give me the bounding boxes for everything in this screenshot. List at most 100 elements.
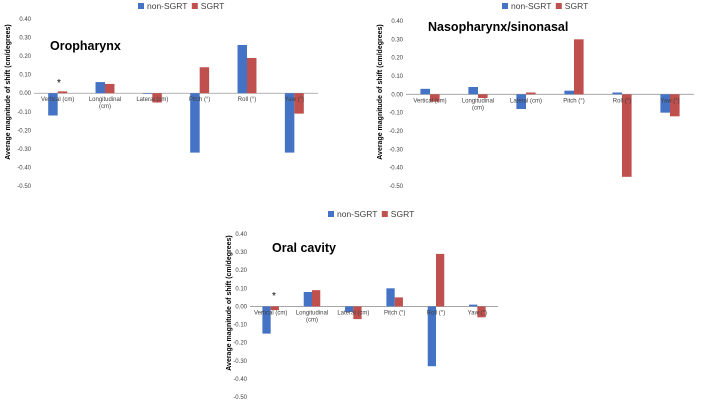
y-tick-label: -0.40 [389,166,403,172]
legend-label: SGRT [391,209,414,219]
legend-label: non-SGRT [511,1,551,11]
bar-non-sgrt [427,306,436,367]
y-tick-label: 0.30 [235,250,247,256]
y-tick-label: 0.40 [19,17,31,23]
category-label: Vertical (cm) [41,97,74,103]
bar-sgrt [270,306,279,311]
bar-non-sgrt [345,306,354,312]
legend-swatch-sgrt [191,3,198,9]
category-label: Lateral (cm) [510,98,542,104]
bar-non-sgrt [612,92,622,95]
y-tick-label: -0.40 [233,377,247,383]
category-label: Pitch (°) [563,98,584,104]
y-tick-label: 0.30 [391,37,403,43]
bar-non-sgrt [420,88,430,95]
category-label: Roll (°) [427,310,445,316]
bar-non-sgrt [468,87,478,95]
bar-sgrt [57,91,68,94]
legend-swatch-non-sgrt [138,3,144,9]
y-tick-label: -0.10 [17,110,31,116]
bar-non-sgrt [386,288,395,307]
y-tick-label: -0.30 [233,359,247,365]
category-label: Yaw (°) [468,310,487,316]
category-label: Longitudinal (cm) [89,97,121,110]
legend-label: SGRT [201,1,224,11]
bar-non-sgrt [660,94,670,113]
y-tick-label: 0.20 [235,268,247,274]
significance-asterisk: * [57,78,61,89]
legend-swatch-non-sgrt [328,211,334,217]
significance-asterisk: * [272,291,276,302]
category-label: Roll (°) [613,98,631,104]
legend-label: non-SGRT [147,1,187,11]
category-label: Vertical (cm) [413,98,446,104]
legend-swatch-sgrt [555,3,562,9]
bar-sgrt [294,93,304,114]
bar-sgrt [430,94,440,102]
bar-sgrt [670,94,680,117]
y-tick-label: 0.10 [19,73,31,79]
y-tick-label: -0.30 [389,147,403,153]
y-tick-label: -0.50 [17,184,31,190]
bar-non-sgrt [303,291,312,307]
y-tick-label: 0.10 [235,286,247,292]
bar-non-sgrt [469,304,478,307]
y-tick-label: 0.00 [19,91,31,97]
bar-sgrt [477,306,486,318]
category-label: Lateral (cm) [337,310,369,316]
y-tick-label: 0.20 [19,54,31,60]
y-tick-label: -0.20 [389,129,403,135]
category-label: Vertical (cm) [254,310,287,316]
y-tick-label: -0.20 [233,341,247,347]
bar-non-sgrt [48,93,58,116]
bar-non-sgrt [564,90,574,95]
bar-sgrt [622,94,632,177]
y-axis-label: Average magnitude of shift (cm/degrees) [226,235,233,371]
bar-sgrt [152,93,162,103]
y-tick-label: 0.20 [391,56,403,62]
legend-swatch-non-sgrt [502,3,508,9]
bar-sgrt [199,67,210,94]
chart-title: Oropharynx [50,39,121,53]
legend-swatch-sgrt [381,211,388,217]
bar-sgrt [478,94,488,98]
chart-oropharynx: non-SGRT SGRT Average magnitude of shift … [5,1,318,190]
y-tick-label: -0.50 [389,184,403,190]
bar-sgrt [394,297,403,307]
category-label: Yaw (°) [660,98,679,104]
bar-non-sgrt [142,93,153,94]
y-tick-label: -0.40 [17,165,31,171]
y-axis-label: Average magnitude of shift (cm/degrees) [377,24,384,160]
y-tick-label: 0.40 [391,19,403,25]
y-tick-label: 0.00 [391,92,403,98]
legend-label: non-SGRT [337,209,377,219]
y-tick-label: -0.10 [389,111,403,117]
bar-non-sgrt [284,93,295,153]
bar-non-sgrt [262,306,271,334]
bar-sgrt [574,39,584,95]
bar-sgrt [247,57,257,94]
bar-sgrt [526,92,536,95]
category-label: Longitudinal (cm) [462,98,494,111]
bar-sgrt [105,83,115,94]
bar-sgrt [312,290,321,307]
bar-non-sgrt [516,94,526,109]
chart-title: Nasopharynx/sinonasal [428,20,568,34]
y-tick-label: 0.00 [235,304,247,310]
category-label: Longitudinal (cm) [296,310,328,323]
chart-oral-cavity: non-SGRT SGRT Average magnitude of shift … [226,209,498,401]
y-tick-label: -0.20 [17,128,31,134]
y-tick-label: -0.10 [233,323,247,329]
category-label: Roll (°) [238,97,256,103]
y-axis-label: Average magnitude of shift (cm/degrees) [5,24,12,160]
y-tick-label: 0.40 [235,232,247,238]
chart-nasopharynx-sinonasal: non-SGRT SGRT Average magnitude of shift … [377,1,694,190]
bar-non-sgrt [237,44,247,94]
y-tick-label: -0.30 [17,147,31,153]
category-label: Lateral (cm) [136,97,168,103]
category-label: Pitch (°) [189,97,210,103]
legend-label: SGRT [565,1,588,11]
category-label: Pitch (°) [384,310,405,316]
y-tick-label: -0.50 [233,395,247,401]
bar-sgrt [353,306,362,320]
